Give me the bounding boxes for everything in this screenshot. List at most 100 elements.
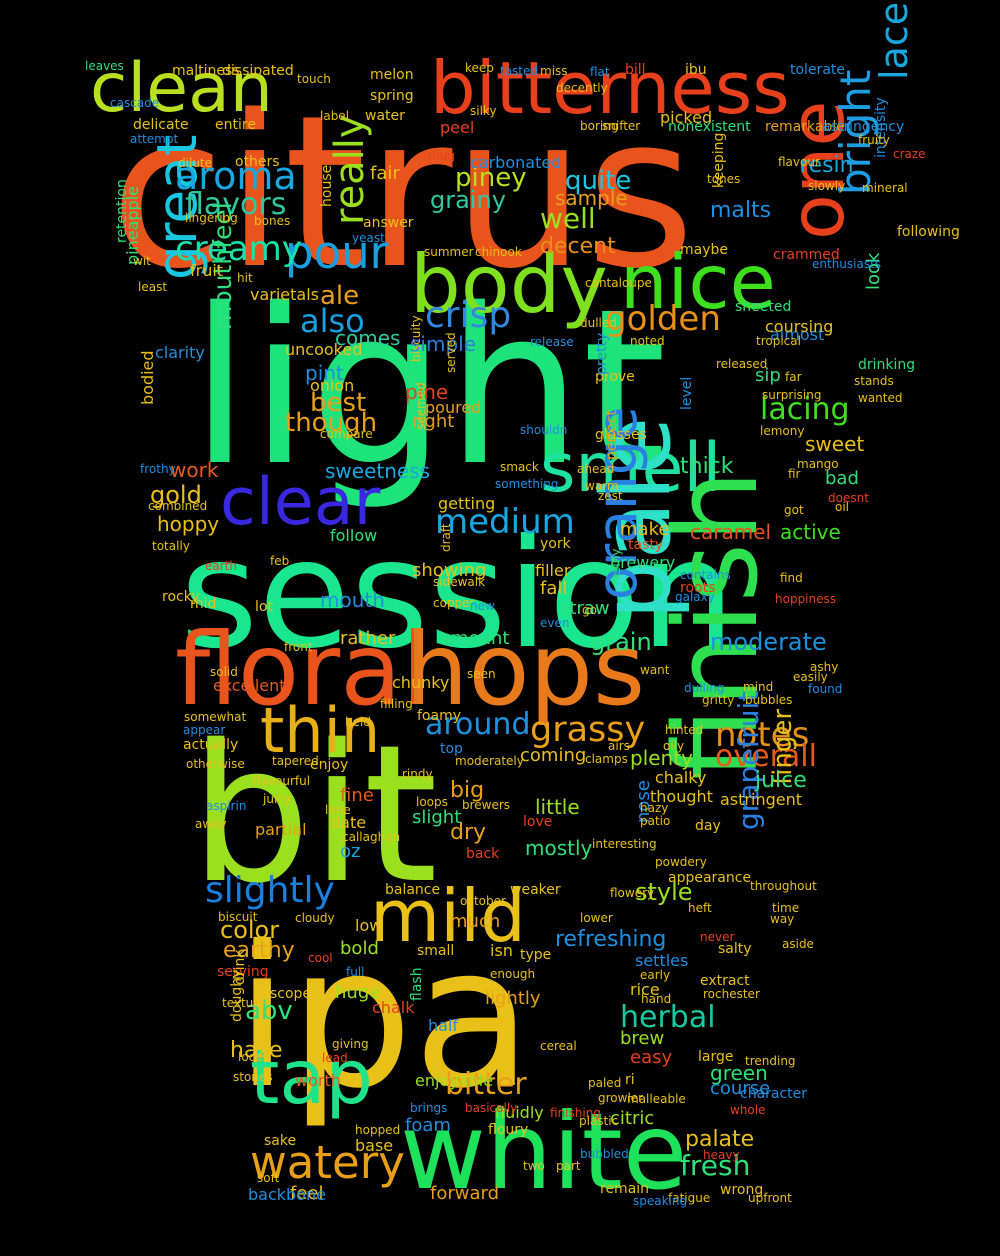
word-compare: compare [320, 427, 373, 441]
word-served: served [444, 332, 458, 373]
word-cereal: cereal [540, 1039, 577, 1053]
word-mind: mind [743, 680, 774, 694]
word-big: big [450, 778, 485, 803]
word-loops: loops [416, 795, 448, 809]
word-early: early [640, 968, 671, 982]
word-find: find [780, 571, 803, 585]
word-found: found [808, 682, 843, 696]
word-speaking: speaking [633, 1194, 688, 1208]
word-lightly: lightly [485, 988, 541, 1009]
word-decent: decent [540, 234, 616, 259]
word-course: course [710, 1078, 771, 1099]
word-coursing: coursing [765, 317, 834, 336]
word-golden: golden [605, 299, 721, 339]
word-frothy: frothy [140, 462, 176, 476]
word-hazy: hazy [640, 801, 669, 815]
word-love: love [523, 814, 553, 830]
word-touch: touch [297, 72, 331, 86]
word-summer: summer [424, 245, 474, 259]
word-dissipated: dissipated [222, 63, 294, 79]
word-keep: keep [465, 61, 494, 75]
word-hand: hand [641, 992, 672, 1006]
word-plenty: plenty [630, 746, 693, 770]
word-comes: comes [335, 326, 401, 350]
word-flavour: flavour [778, 155, 820, 169]
word-something: something [495, 477, 559, 491]
word-bones: bones [254, 214, 291, 228]
word-fir: fir [788, 467, 801, 481]
word-spring: spring [370, 88, 414, 104]
word-growler: growler [598, 1091, 644, 1105]
word-seen: seen [467, 667, 496, 681]
word-totally: totally [152, 539, 190, 553]
word-surprising: surprising [762, 388, 822, 402]
word-sheeted: sheeted [735, 299, 792, 315]
word-wanted: wanted [858, 391, 903, 405]
word-foamy: foamy [417, 708, 461, 724]
word-whole: whole [730, 1103, 766, 1117]
word-clarity: clarity [155, 343, 205, 362]
word-heft: heft [688, 901, 712, 915]
word-fair: fair [370, 163, 400, 184]
word-also: also [300, 302, 365, 340]
word-bubbles: bubbles [745, 693, 793, 707]
word-bit: bit [190, 704, 438, 925]
word-front: front [284, 640, 313, 654]
word-poured: poured [425, 398, 482, 417]
word-pine: pine [405, 380, 449, 404]
word-foam: foam [405, 1115, 451, 1136]
word-half: half [428, 1016, 459, 1035]
word-trending: trending [745, 1054, 796, 1068]
word-scope: scope [270, 986, 312, 1002]
word-intensity: intensity [873, 97, 889, 158]
word-grassy: grassy [530, 710, 646, 750]
word-flowery: flowery [610, 886, 655, 900]
word-drinking: drinking [858, 357, 916, 373]
word-brewery: brewery [610, 553, 676, 572]
word-miss: miss [540, 64, 568, 78]
word-sake: sake [264, 1133, 297, 1149]
word-piney: piney [455, 163, 527, 193]
word-forward: forward [430, 1183, 500, 1204]
word-ibu: ibu [685, 62, 707, 78]
word-tap: tap [250, 1033, 373, 1121]
word-actually: actually [183, 737, 239, 753]
word-heavy: heavy [703, 1148, 740, 1162]
word-slightly: slightly [205, 870, 335, 911]
word-small: small [417, 943, 455, 959]
word-peel: peel [440, 118, 475, 137]
word-hoppiness: hoppiness [775, 592, 837, 606]
word-chunky: chunky [392, 673, 450, 692]
word-salty: salty [718, 941, 752, 957]
word-tasty: tasty [628, 537, 664, 553]
word-zest: zest [598, 489, 623, 503]
word-go: go [582, 603, 597, 617]
word-melon: melon [370, 67, 414, 83]
word-uncooked: uncooked [285, 340, 363, 359]
word-lime: lime [325, 803, 351, 817]
word-large: large [698, 1049, 734, 1065]
word-enthusiasts: enthusiasts [812, 257, 882, 271]
word-pint: pint [305, 361, 344, 385]
word-haze: haze [230, 1038, 283, 1063]
word-grain: grain [590, 628, 652, 656]
word-onion: onion [310, 376, 355, 395]
word-yeast: yeast [352, 231, 385, 245]
word-giving: giving [332, 1037, 369, 1051]
word-decently: decently [556, 81, 608, 95]
word-enough: enough [490, 967, 536, 981]
word-water: water [365, 108, 405, 124]
word-seemed: seemed [414, 382, 428, 430]
word-aspirin: aspirin [206, 799, 247, 813]
word-notes: notes [715, 715, 810, 755]
word-partial: partial [255, 820, 307, 839]
word-back: back [466, 846, 500, 862]
word-much: much [450, 911, 501, 932]
word-aside: aside [782, 937, 814, 951]
word-galaxy: galaxy [675, 590, 715, 604]
word-fresh: fresh [680, 1149, 751, 1182]
word-huge: huge [335, 982, 381, 1003]
word-tasted: tasted [500, 64, 539, 78]
word-green: green [710, 1061, 768, 1085]
word-interesting: interesting [592, 837, 657, 851]
